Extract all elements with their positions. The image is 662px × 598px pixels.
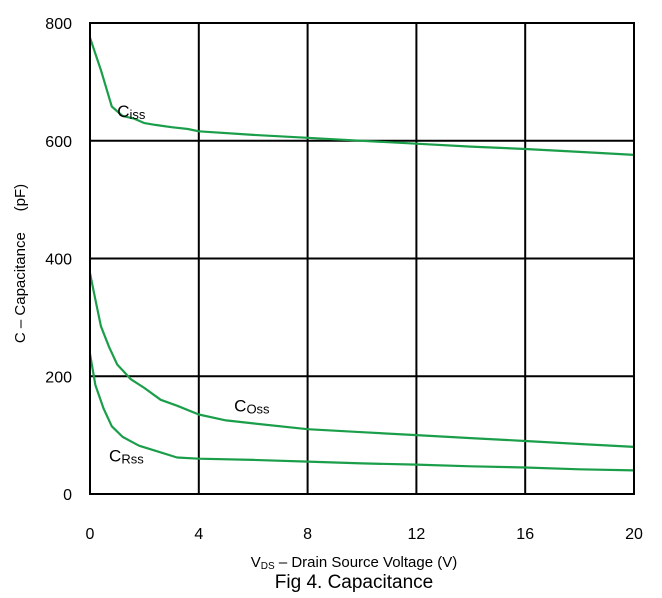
y-tick-label: 400: [45, 252, 72, 269]
x-axis-title-main: V: [251, 554, 261, 571]
y-tick-label: 800: [45, 16, 72, 33]
series-labels: Ciss COss CRss: [109, 102, 270, 466]
series-lines: [88, 37, 635, 472]
grid: [90, 23, 634, 494]
x-axis-title: VDS – Drain Source Voltage (V): [251, 554, 458, 572]
x-axis-title-sub: DS: [261, 561, 275, 572]
chart-title: Fig 4. Capacitance: [275, 572, 433, 593]
x-tick-label: 12: [408, 526, 426, 543]
series-label-coss: COss: [234, 397, 270, 417]
x-tick-label: 4: [194, 526, 203, 543]
x-axis-title-rest: – Drain Source Voltage (V): [275, 554, 458, 571]
series-label-crss: CRss: [109, 447, 144, 467]
x-tick-label: 0: [86, 526, 95, 543]
y-axis-title: C – Capacitance (pF): [12, 184, 29, 343]
x-tick-label: 20: [625, 526, 643, 543]
series-line-crss: [88, 353, 635, 472]
x-tick-label: 16: [516, 526, 534, 543]
plot-frame: [89, 22, 635, 495]
y-tick-label: 200: [45, 369, 72, 386]
series-label-ciss: Ciss: [117, 102, 146, 122]
y-tick-label: 0: [63, 487, 72, 504]
series-line-ciss: [88, 37, 635, 156]
y-tick-label: 600: [45, 134, 72, 151]
series-line-coss: [88, 272, 635, 448]
x-tick-label: 8: [303, 526, 312, 543]
